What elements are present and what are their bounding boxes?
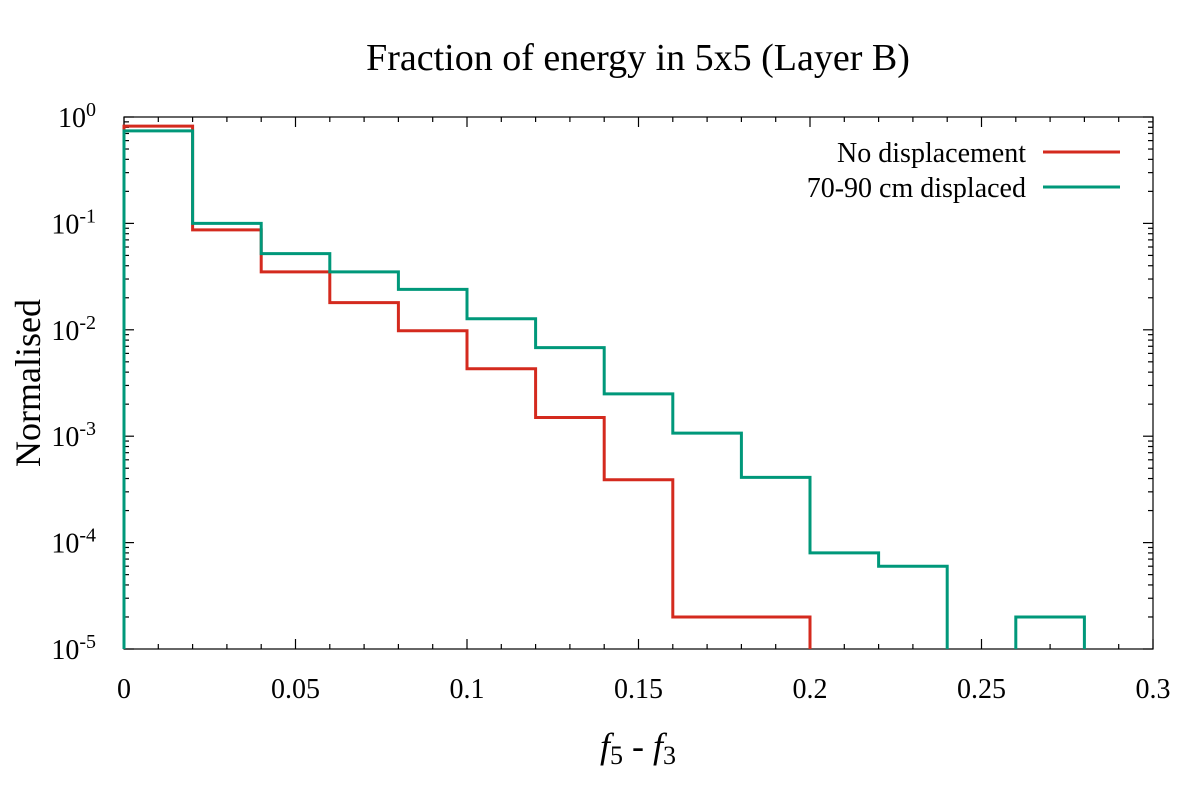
y-tick-label: 100 — [58, 99, 96, 134]
y-tick-label: 10-1 — [51, 205, 96, 240]
x-tick-label: 0.2 — [793, 674, 828, 705]
x-tick-label: 0.25 — [957, 674, 1006, 705]
chart-title: Fraction of energy in 5x5 (Layer B) — [366, 37, 910, 79]
y-tick-label: 10-4 — [51, 525, 96, 560]
x-label-sub-1: 5 — [610, 741, 623, 770]
series-layer — [122, 124, 1086, 649]
x-tick-label: 0 — [117, 674, 131, 705]
y-tick-label: 10-3 — [51, 418, 96, 453]
x-tick-label: 0.1 — [450, 674, 485, 705]
legend-label-1: No displacement — [837, 138, 1026, 169]
x-tick-label: 0.15 — [614, 674, 663, 705]
y-tick-label: 10-2 — [51, 312, 96, 347]
series-line-2 — [122, 129, 1086, 649]
legend-label-2: 70-90 cm displaced — [807, 173, 1026, 204]
x-tick-label: 0.3 — [1136, 674, 1171, 705]
legend: No displacement 70-90 cm displaced — [807, 138, 1120, 204]
y-tick-label: 10-5 — [51, 631, 96, 666]
x-axis: 0 0.05 0.1 0.15 0.2 0.25 0.3 — [117, 117, 1171, 705]
x-label-operator: - — [623, 726, 653, 766]
y-axis-label: Normalised — [8, 299, 48, 467]
x-label-sub-2: 3 — [663, 741, 676, 770]
x-axis-label: f5 - f3 — [600, 726, 676, 770]
x-tick-label: 0.05 — [271, 674, 320, 705]
series-line-1 — [122, 124, 812, 649]
y-axis: 100 10-1 10-2 10-3 10-4 10-5 — [51, 99, 1153, 666]
